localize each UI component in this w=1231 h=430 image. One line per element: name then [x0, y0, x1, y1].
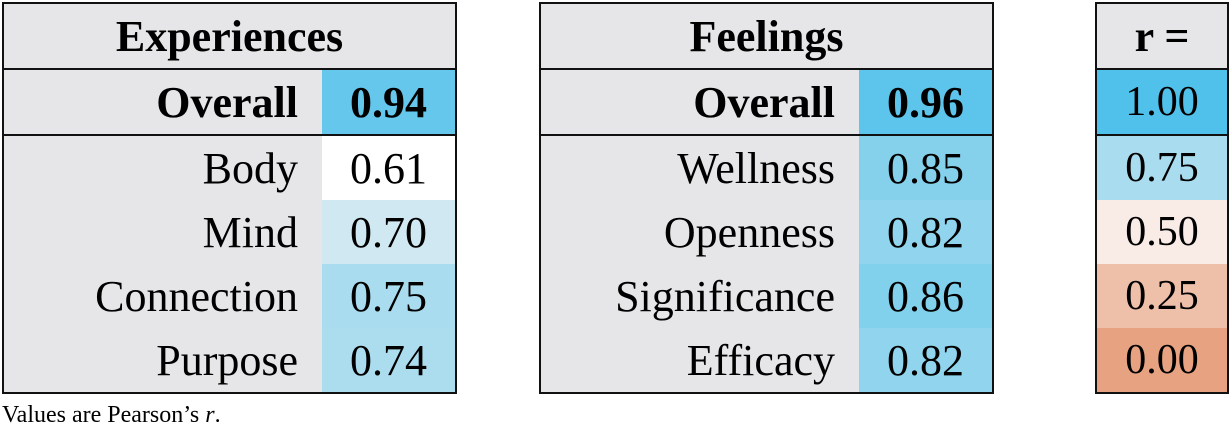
legend-title: r = [1097, 4, 1227, 70]
table-row: Mind 0.70 [4, 200, 455, 264]
feelings-efficacy-label: Efficacy [686, 335, 835, 385]
legend-stop-1-00: 1.00 [1097, 70, 1227, 136]
feelings-openness-label: Openness [663, 207, 835, 257]
experiences-body-label: Body [202, 143, 298, 193]
feelings-significance-value: 0.86 [859, 264, 992, 328]
footnote-prefix: Values are Pearson’s [2, 402, 206, 428]
feelings-overall-value: 0.96 [859, 70, 992, 134]
experiences-table: Experiences Overall 0.94 Body 0.61 Mind … [2, 2, 457, 394]
feelings-overall-row: Overall 0.96 [541, 70, 992, 136]
legend-stop-0-25: 0.25 [1097, 264, 1227, 328]
table-row: Wellness 0.85 [541, 136, 992, 200]
table-row: Significance 0.86 [541, 264, 992, 328]
footnote-stat: r [205, 402, 215, 428]
table-row: Efficacy 0.82 [541, 328, 992, 392]
experiences-purpose-value: 0.74 [322, 328, 455, 392]
feelings-significance-label: Significance [615, 271, 835, 321]
feelings-openness-value: 0.82 [859, 200, 992, 264]
experiences-body-value: 0.61 [322, 136, 455, 200]
table-row: Connection 0.75 [4, 264, 455, 328]
feelings-overall-label: Overall [693, 77, 835, 127]
legend-stop-0-50: 0.50 [1097, 200, 1227, 264]
table-row: Body 0.61 [4, 136, 455, 200]
footnote: Values are Pearson’s r. [2, 402, 221, 429]
experiences-connection-value: 0.75 [322, 264, 455, 328]
experiences-overall-row: Overall 0.94 [4, 70, 455, 136]
feelings-table: Feelings Overall 0.96 Wellness 0.85 Open… [539, 2, 994, 394]
experiences-connection-label: Connection [95, 271, 298, 321]
feelings-title: Feelings [541, 4, 992, 70]
experiences-overall-label: Overall [156, 77, 298, 127]
color-scale-legend: r = 1.00 0.75 0.50 0.25 0.00 [1095, 2, 1229, 394]
legend-stop-0-75: 0.75 [1097, 136, 1227, 200]
feelings-wellness-label: Wellness [677, 143, 835, 193]
experiences-mind-label: Mind [202, 207, 298, 257]
experiences-overall-value: 0.94 [322, 70, 455, 134]
experiences-title: Experiences [4, 4, 455, 70]
feelings-wellness-value: 0.85 [859, 136, 992, 200]
feelings-efficacy-value: 0.82 [859, 328, 992, 392]
experiences-purpose-label: Purpose [156, 335, 298, 385]
footnote-suffix: . [214, 402, 221, 428]
table-row: Purpose 0.74 [4, 328, 455, 392]
table-row: Openness 0.82 [541, 200, 992, 264]
experiences-mind-value: 0.70 [322, 200, 455, 264]
legend-stop-0-00: 0.00 [1097, 328, 1227, 392]
